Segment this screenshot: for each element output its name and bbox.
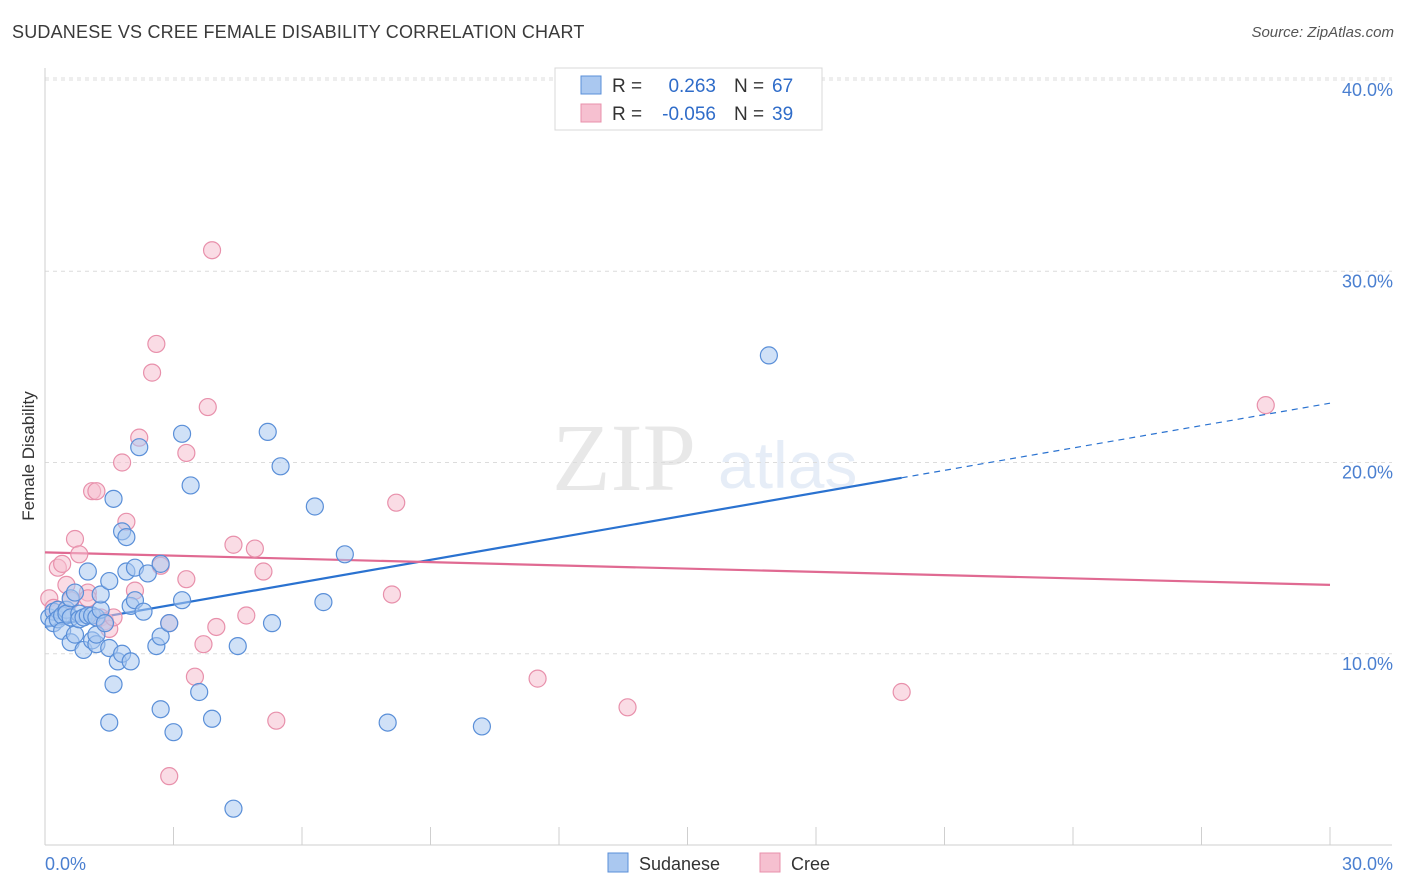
cree-point xyxy=(387,493,406,512)
sudanese-point xyxy=(335,545,354,564)
cree-point xyxy=(254,562,273,581)
cree-point xyxy=(65,529,85,549)
sudanese-point xyxy=(95,614,115,633)
sudanese-point xyxy=(181,476,200,495)
cree-point xyxy=(267,711,286,730)
sudanese-point xyxy=(172,591,192,610)
cree-point xyxy=(194,635,213,654)
cree-point xyxy=(892,682,911,702)
cree-point xyxy=(70,545,89,564)
legend-swatch-sudanese-bottom xyxy=(607,852,629,873)
watermark-zip: ZIP xyxy=(552,404,696,511)
sudanese-point xyxy=(164,723,183,742)
sudanese-point xyxy=(202,709,222,728)
sudanese-point xyxy=(78,562,97,581)
cree-point xyxy=(112,453,132,472)
sudanese-point xyxy=(134,602,153,621)
chart-title: SUDANESE VS CREE FEMALE DISABILITY CORRE… xyxy=(12,22,585,42)
cree-point xyxy=(245,539,264,558)
y-tick-label: 40.0% xyxy=(1342,80,1393,100)
sudanese-trend-line xyxy=(44,476,902,629)
sudanese-point xyxy=(258,422,277,441)
cree-point xyxy=(202,241,222,260)
sudanese-point xyxy=(151,627,170,646)
y-tick-label: 10.0% xyxy=(1342,654,1393,674)
x-tick-label: 30.0% xyxy=(1342,854,1393,874)
cree-point xyxy=(142,363,162,382)
y-tick-label: 20.0% xyxy=(1342,463,1393,483)
cree-point xyxy=(177,570,196,589)
x-tick-labels: 0.0% 30.0% xyxy=(45,854,1393,874)
sudanese-point xyxy=(271,457,290,476)
cree-point xyxy=(618,698,637,717)
legend-swatch-cree xyxy=(580,103,602,123)
sudanese-point xyxy=(130,438,149,457)
axes xyxy=(44,68,1392,846)
y-tick-label: 30.0% xyxy=(1342,271,1393,291)
gridlines xyxy=(45,77,1392,655)
cree-point xyxy=(198,397,217,417)
cree-point xyxy=(185,667,205,686)
sudanese-point xyxy=(65,583,85,602)
legend-swatch-cree-bottom xyxy=(759,852,781,873)
legend-n-label-cree: N = xyxy=(734,104,764,125)
sudanese-point xyxy=(100,571,119,591)
series-legend: Sudanese Cree xyxy=(607,852,830,874)
sudanese-point xyxy=(100,713,119,732)
sudanese-trend-extension xyxy=(901,402,1331,479)
sudanese-point xyxy=(91,585,110,604)
legend-swatch-sudanese xyxy=(580,75,602,95)
cree-point xyxy=(53,554,72,573)
legend-label-cree: Cree xyxy=(791,854,830,874)
cree-point xyxy=(1256,396,1275,415)
cree-point xyxy=(528,669,547,688)
sudanese-point xyxy=(160,614,179,633)
cree-trend-line xyxy=(44,551,1331,586)
legend-n-value-sudanese: 67 xyxy=(772,76,793,97)
sudanese-point xyxy=(65,625,85,644)
sudanese-point xyxy=(117,527,136,547)
cree-point xyxy=(147,334,166,354)
sudanese-point xyxy=(121,652,140,671)
sudanese-point xyxy=(151,554,170,573)
sudanese-point xyxy=(378,713,397,732)
sudanese-point xyxy=(172,424,192,443)
sudanese-point xyxy=(104,489,123,508)
sudanese-point xyxy=(104,675,123,694)
sudanese-point xyxy=(224,799,243,818)
cree-point xyxy=(207,617,226,637)
x-tick-label: 0.0% xyxy=(45,854,86,874)
y-axis-label: Female Disability xyxy=(19,391,38,521)
cree-point xyxy=(177,443,196,463)
watermark: ZIP atlas xyxy=(552,404,857,511)
legend-r-label-sudanese: R = xyxy=(612,76,642,97)
sudanese-point xyxy=(151,700,170,719)
sudanese-point xyxy=(305,497,324,516)
sudanese-point xyxy=(138,564,157,583)
correlation-legend: R = 0.263 N = 67 R = -0.056 N = 39 xyxy=(554,67,823,131)
cree-point xyxy=(237,606,256,625)
legend-r-label-cree: R = xyxy=(612,104,642,125)
sudanese-point xyxy=(190,682,209,702)
y-tick-labels: 10.0% 20.0% 30.0% 40.0% xyxy=(1342,80,1393,674)
source-attribution: Source: ZipAtlas.com xyxy=(1251,24,1394,41)
sudanese-point xyxy=(759,346,778,365)
sudanese-point xyxy=(262,614,282,633)
cree-points xyxy=(40,241,1275,786)
legend-n-value-cree: 39 xyxy=(772,104,793,125)
legend-r-value-cree: -0.056 xyxy=(662,104,716,125)
sudanese-point xyxy=(472,717,491,736)
sudanese-points xyxy=(40,346,778,818)
cree-point xyxy=(87,482,106,501)
cree-point xyxy=(224,535,243,554)
sudanese-point xyxy=(314,593,333,612)
sudanese-point xyxy=(228,636,247,656)
cree-point xyxy=(382,585,402,604)
legend-label-sudanese: Sudanese xyxy=(639,854,720,874)
watermark-atlas: atlas xyxy=(718,428,857,502)
legend-r-value-sudanese: 0.263 xyxy=(668,76,716,97)
cree-point xyxy=(160,767,179,786)
legend-n-label-sudanese: N = xyxy=(734,76,764,97)
